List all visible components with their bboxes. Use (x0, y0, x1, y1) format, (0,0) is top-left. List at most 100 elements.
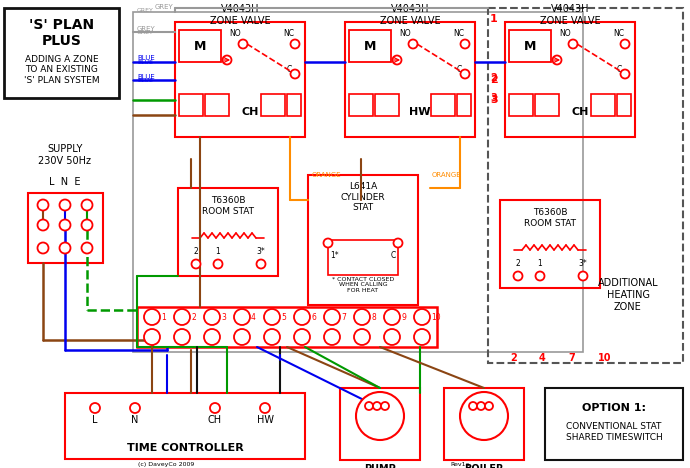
Circle shape (324, 309, 340, 325)
Text: L  N  E: L N E (49, 177, 81, 187)
Text: 2: 2 (194, 248, 199, 256)
Text: 4: 4 (539, 353, 545, 363)
Text: GREY: GREY (137, 8, 154, 13)
Text: C: C (286, 66, 292, 74)
Text: CONVENTIONAL STAT
SHARED TIMESWITCH: CONVENTIONAL STAT SHARED TIMESWITCH (566, 422, 662, 442)
Text: 3*: 3* (579, 259, 587, 269)
Circle shape (144, 329, 160, 345)
Text: T6360B
ROOM STAT: T6360B ROOM STAT (202, 196, 254, 216)
Circle shape (513, 271, 522, 280)
Circle shape (553, 56, 562, 65)
Bar (175, 22, 305, 137)
Bar (457, 94, 471, 116)
Text: 2: 2 (511, 353, 518, 363)
Circle shape (239, 39, 248, 49)
Text: HW: HW (409, 107, 431, 117)
Circle shape (37, 219, 48, 231)
Circle shape (408, 39, 417, 49)
Text: 'S' PLAN
PLUS: 'S' PLAN PLUS (30, 18, 95, 48)
Bar (375, 94, 399, 116)
Text: N: N (470, 411, 476, 421)
Text: NC: NC (453, 29, 464, 38)
Text: 3: 3 (490, 95, 497, 105)
Text: NC: NC (613, 29, 624, 38)
Text: T6360B
ROOM STAT: T6360B ROOM STAT (524, 208, 576, 228)
Text: 6: 6 (311, 313, 316, 322)
Bar (505, 22, 635, 137)
Circle shape (365, 402, 373, 410)
Text: SUPPLY
230V 50Hz: SUPPLY 230V 50Hz (39, 144, 92, 166)
Text: V4043H
ZONE VALVE: V4043H ZONE VALVE (210, 4, 270, 26)
Circle shape (384, 329, 400, 345)
Circle shape (174, 329, 190, 345)
Bar (261, 94, 285, 116)
Text: BLUE: BLUE (137, 74, 155, 80)
Circle shape (59, 199, 70, 211)
Circle shape (373, 402, 381, 410)
Bar (349, 30, 391, 62)
Bar (535, 94, 559, 116)
Text: ADDING A ZONE
TO AN EXISTING
'S' PLAN SYSTEM: ADDING A ZONE TO AN EXISTING 'S' PLAN SY… (24, 55, 100, 85)
Text: BOILER: BOILER (464, 464, 504, 468)
Bar (287, 94, 301, 116)
Text: 1: 1 (490, 14, 497, 24)
Text: CH: CH (241, 107, 259, 117)
Bar (205, 94, 229, 116)
Bar (500, 200, 600, 288)
Text: NO: NO (559, 29, 571, 38)
Bar (444, 388, 524, 460)
Circle shape (294, 309, 310, 325)
Circle shape (290, 39, 299, 49)
Bar (328, 240, 398, 275)
Text: E: E (478, 411, 484, 421)
Bar (509, 30, 551, 62)
Bar (28, 193, 103, 263)
Bar (617, 94, 631, 116)
Circle shape (264, 309, 280, 325)
Circle shape (393, 239, 402, 248)
Bar (431, 94, 455, 116)
Circle shape (414, 329, 430, 345)
Text: L: L (92, 415, 98, 425)
Circle shape (381, 402, 389, 410)
Bar (591, 94, 615, 116)
Text: C: C (391, 250, 396, 259)
Text: BLUE: BLUE (137, 60, 153, 65)
Circle shape (356, 392, 404, 440)
Circle shape (393, 56, 402, 65)
Circle shape (354, 329, 370, 345)
Circle shape (620, 39, 629, 49)
Text: N: N (131, 415, 139, 425)
Circle shape (204, 329, 220, 345)
Text: BLUE: BLUE (137, 78, 153, 83)
Bar (179, 30, 221, 62)
Circle shape (81, 219, 92, 231)
Circle shape (234, 309, 250, 325)
Text: 1: 1 (215, 248, 220, 256)
Text: M: M (194, 39, 206, 52)
Circle shape (81, 199, 92, 211)
Text: GREY: GREY (137, 30, 154, 35)
Bar (308, 175, 418, 305)
Circle shape (59, 242, 70, 254)
Bar (509, 94, 533, 116)
Circle shape (260, 403, 270, 413)
Circle shape (460, 39, 469, 49)
Text: (c) DaveyCo 2009: (c) DaveyCo 2009 (138, 462, 195, 467)
Text: 8: 8 (371, 313, 376, 322)
Bar (137, 307, 437, 347)
Text: NC: NC (284, 29, 295, 38)
Text: C: C (456, 66, 462, 74)
Text: BLUE: BLUE (137, 55, 155, 61)
Text: 4: 4 (251, 313, 256, 322)
Bar (179, 94, 203, 116)
Circle shape (578, 271, 587, 280)
Text: 3: 3 (221, 313, 226, 322)
Text: 1: 1 (538, 259, 542, 269)
Circle shape (81, 242, 92, 254)
Bar (488, 8, 683, 363)
Text: V4043H
ZONE VALVE: V4043H ZONE VALVE (540, 4, 600, 26)
Text: HW: HW (257, 415, 273, 425)
Circle shape (210, 403, 220, 413)
Bar (133, 12, 583, 352)
